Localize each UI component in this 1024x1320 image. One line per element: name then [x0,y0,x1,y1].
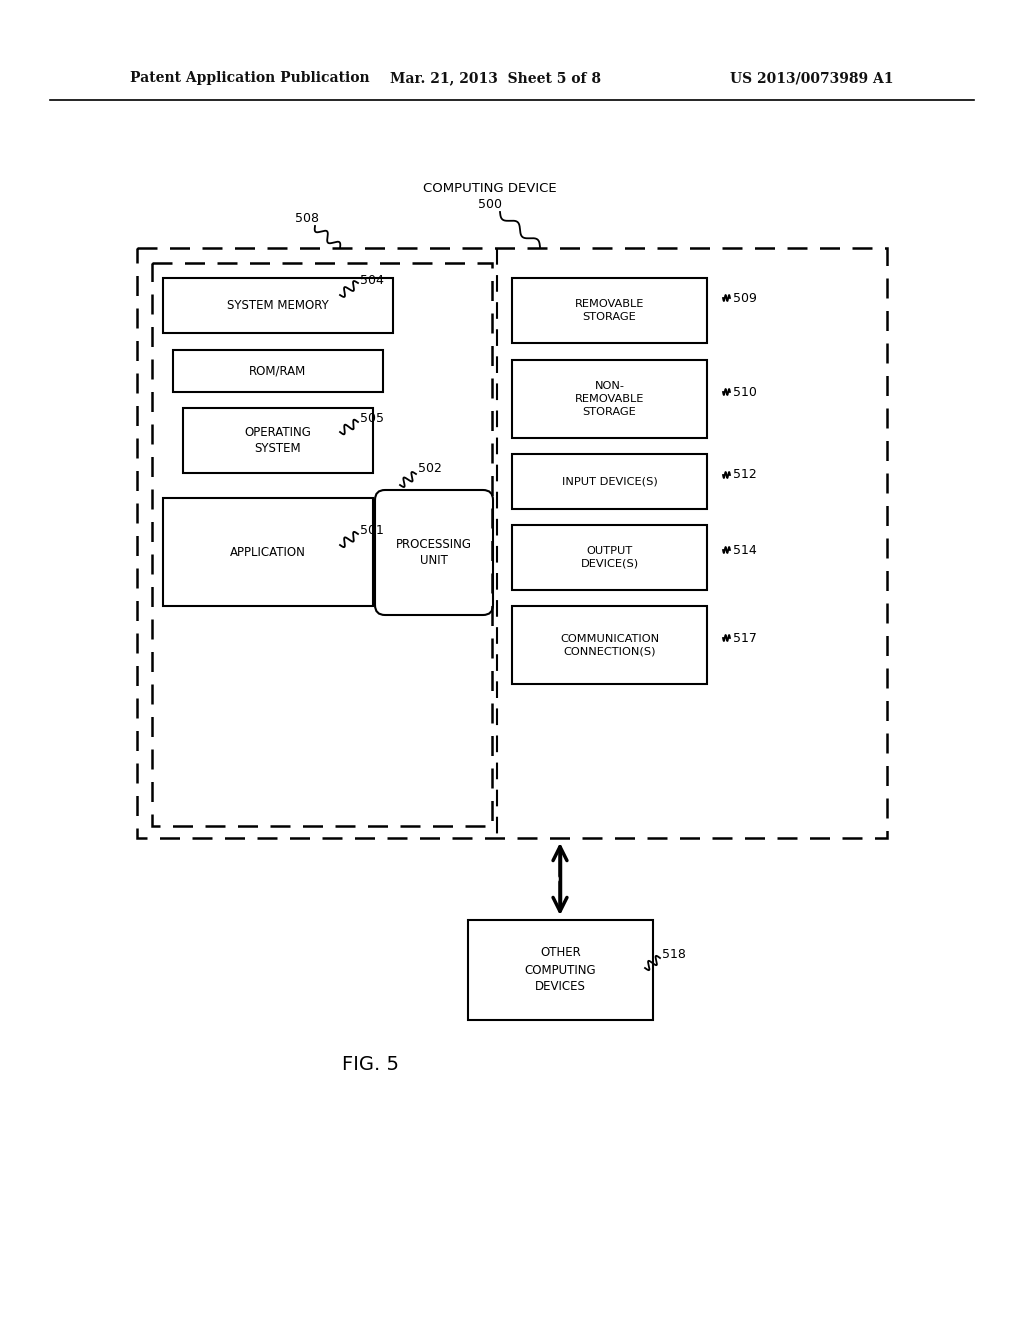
Text: COMMUNICATION
CONNECTION(S): COMMUNICATION CONNECTION(S) [560,634,659,656]
Text: ROM/RAM: ROM/RAM [250,364,306,378]
Bar [163,498,373,606]
Text: APPLICATION: APPLICATION [230,545,306,558]
Text: US 2013/0073989 A1: US 2013/0073989 A1 [730,71,894,84]
Text: OTHER
COMPUTING
DEVICES: OTHER COMPUTING DEVICES [524,946,596,994]
Text: 512: 512 [733,469,757,482]
Bar [152,263,492,826]
Bar [163,279,393,333]
Bar [512,454,707,510]
Text: 502: 502 [418,462,442,474]
Text: NON-
REMOVABLE
STORAGE: NON- REMOVABLE STORAGE [574,381,644,417]
Text: OPERATING
SYSTEM: OPERATING SYSTEM [245,425,311,455]
Text: FIG. 5: FIG. 5 [341,1056,398,1074]
Text: OUTPUT
DEVICE(S): OUTPUT DEVICE(S) [581,546,639,569]
Bar [183,408,373,473]
Bar [512,606,707,684]
Bar [512,360,707,438]
Text: COMPUTING DEVICE: COMPUTING DEVICE [423,181,557,194]
Bar [468,920,653,1020]
Text: Mar. 21, 2013  Sheet 5 of 8: Mar. 21, 2013 Sheet 5 of 8 [390,71,601,84]
Text: 500: 500 [478,198,502,211]
Text: 509: 509 [733,292,757,305]
Bar [137,248,887,838]
Text: 517: 517 [733,631,757,644]
Text: SYSTEM MEMORY: SYSTEM MEMORY [227,300,329,312]
Bar [512,525,707,590]
Text: 518: 518 [662,949,686,961]
Text: 514: 514 [733,544,757,557]
Text: INPUT DEVICE(S): INPUT DEVICE(S) [561,477,657,487]
Text: 508: 508 [295,211,319,224]
Text: 504: 504 [360,273,384,286]
Text: PROCESSING
UNIT: PROCESSING UNIT [396,537,472,568]
Bar [512,279,707,343]
Text: REMOVABLE
STORAGE: REMOVABLE STORAGE [574,300,644,322]
Text: 510: 510 [733,385,757,399]
Text: Patent Application Publication: Patent Application Publication [130,71,370,84]
Bar [173,350,383,392]
Text: 505: 505 [360,412,384,425]
Text: 501: 501 [360,524,384,536]
